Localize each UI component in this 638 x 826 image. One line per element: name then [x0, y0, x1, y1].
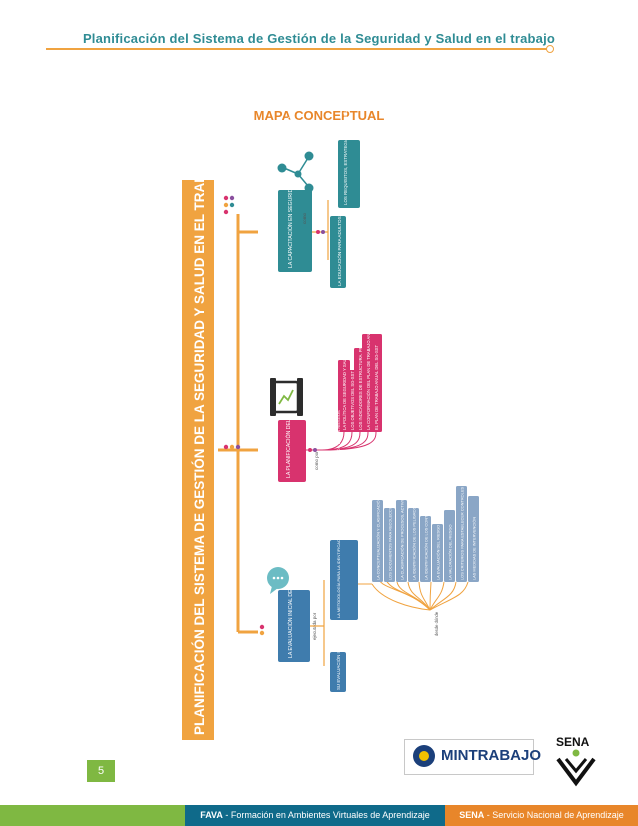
node-plan-anual [370, 334, 382, 432]
capacitacion-connector [312, 200, 329, 260]
page-number: 5 [87, 760, 115, 782]
evaluacion-child-box [468, 496, 479, 582]
connector-desde-donde: desde dónde [434, 611, 439, 636]
header-rule [46, 48, 548, 50]
presentation-board-icon [270, 378, 303, 416]
evaluacion-child-label: LAS MEDIDAS DE INTERVENCIÓN [472, 517, 477, 580]
evaluacion-child-label: LOS DOCUMENTOS PARA RECOLECCIÓN DE INFOR… [388, 467, 393, 580]
node-educacion-adultos [330, 216, 346, 288]
evaluacion-connector [310, 580, 325, 666]
connector-como-por: como por [314, 451, 319, 470]
network-icon [277, 151, 314, 193]
dot-cluster-branch1 [259, 624, 265, 636]
metodologia-fan-connectors [358, 579, 469, 611]
evaluacion-child-label: LA CLASIFICACIÓN DE PROCESOS, ACTIVIDADE… [400, 467, 405, 580]
planificacion-connectors [306, 431, 377, 451]
dot-cluster-capacitacion [316, 230, 325, 234]
spine-connector [218, 214, 240, 632]
evaluacion-child-label: LA IDENTIFICACIÓN DE LOS PELIGROS, EFECT… [412, 466, 417, 580]
footer-green-band [0, 805, 185, 826]
evaluacion-child-box [384, 508, 395, 582]
evaluacion-child-label: LA IDENTIFICACIÓN DE LOS CONTROLES EXIST… [424, 477, 429, 580]
chat-bubble-icon [267, 567, 289, 594]
evaluacion-child-label: LA CONCEPTUALIZACIÓN Y CLASIFICACIÓN DE … [376, 447, 381, 580]
evaluacion-child-label: LA EVALUACIÓN DEL RIESGO [436, 525, 441, 580]
node-requisitos-label: LOS REQUISITOS, ESTRATEGIAS DE ENSEÑANZA… [343, 69, 348, 205]
node-educacion-adultos-label: LA EDUCACIÓN PARA ADULTOS [336, 216, 342, 286]
colombia-seal-icon [413, 745, 435, 767]
node-planificacion [278, 420, 306, 482]
node-indicadores-label: LOS INDICADORES DE ESTRUCTURA, PROCESO Y… [358, 301, 363, 430]
evaluacion-child-label: LA VALORACIÓN DEL RIESGO [448, 524, 453, 580]
footer-fava: FAVA - Formación en Ambientes Virtuales … [185, 805, 445, 826]
main-title-bar [182, 180, 214, 740]
evaluacion-child-box [408, 508, 419, 582]
mintrabajo-logo-text: MINTRABAJO [441, 747, 541, 764]
evaluacion-children: LA CONCEPTUALIZACIÓN Y CLASIFICACIÓN DE … [372, 447, 479, 582]
evaluacion-child-label: LOS CRITERIOS PARA ESTABLECER CONTROLES [460, 487, 465, 580]
footer-sena-text: - Servicio Nacional de Aprendizaje [484, 810, 624, 820]
sena-logo-text: SENA [556, 735, 590, 749]
node-su-evaluacion [330, 652, 346, 692]
evaluacion-child-box [396, 500, 407, 582]
evaluacion-child-box [432, 524, 443, 582]
node-planificacion-label: LA PLANIFICACIÓN DEL SG-SST [285, 398, 292, 478]
node-objetivos-label: LOS OBJETIVOS DEL SG-SST [350, 371, 355, 430]
evaluacion-child-box [456, 486, 467, 582]
header-title: Planificación del Sistema de Gestión de … [82, 31, 556, 46]
node-evaluacion-label: LA EVALUACIÓN INICIAL DEL SG-SST [287, 565, 294, 658]
page-header: Planificación del Sistema de Gestión de … [0, 0, 638, 60]
connector-como: como [302, 212, 307, 224]
map-title: MAPA CONCEPTUAL [253, 108, 385, 123]
footer-fava-text: - Formación en Ambientes Virtuales de Ap… [222, 810, 430, 820]
node-plan-anual-label: EL PLAN DE TRABAJO ANUAL DEL SG-SST [374, 344, 379, 430]
footer-sena: SENA - Servicio Nacional de Aprendizaje [445, 805, 638, 826]
dot-cluster-mid [223, 444, 241, 450]
dot-cluster-top [223, 195, 235, 215]
header-rule-end-dot [546, 45, 554, 53]
sena-logo: SENA [552, 735, 600, 787]
node-politica-label: LA POLÍTICA DE SEGURIDAD Y SALUD EN EL T… [342, 319, 347, 430]
node-evaluacion [278, 590, 310, 662]
node-capacitacion-label: LA CAPACITACIÓN EN SEGURIDAD Y SALUD EN … [287, 116, 294, 268]
evaluacion-child-box [420, 516, 431, 582]
mintrabajo-logo: MINTRABAJO [404, 739, 541, 775]
sena-mark-icon [556, 749, 596, 787]
footer-sena-bold: SENA [459, 810, 485, 820]
node-metodologia [330, 540, 358, 620]
node-metodologia-label: LA METODOLOGÍA PARA LA IDENTIFICACIÓN DE… [336, 410, 341, 618]
node-su-evaluacion-label: SU EVALUACIÓN INICIAL [336, 638, 341, 690]
node-conformacion-label: LA CONFORMACIÓN DEL PLAN DE TRABAJO ANUA… [366, 325, 371, 430]
node-requisitos [338, 140, 360, 208]
node-capacitacion [278, 190, 312, 272]
branch-connectors [236, 214, 258, 634]
footer-fava-bold: FAVA [200, 810, 223, 820]
main-title: PLANIFICACIÓN DEL SISTEMA DE GESTIÓN DE … [192, 145, 207, 735]
dot-cluster-planificacion [308, 448, 317, 452]
evaluacion-child-box [444, 510, 455, 582]
evaluacion-child-box [372, 500, 383, 582]
